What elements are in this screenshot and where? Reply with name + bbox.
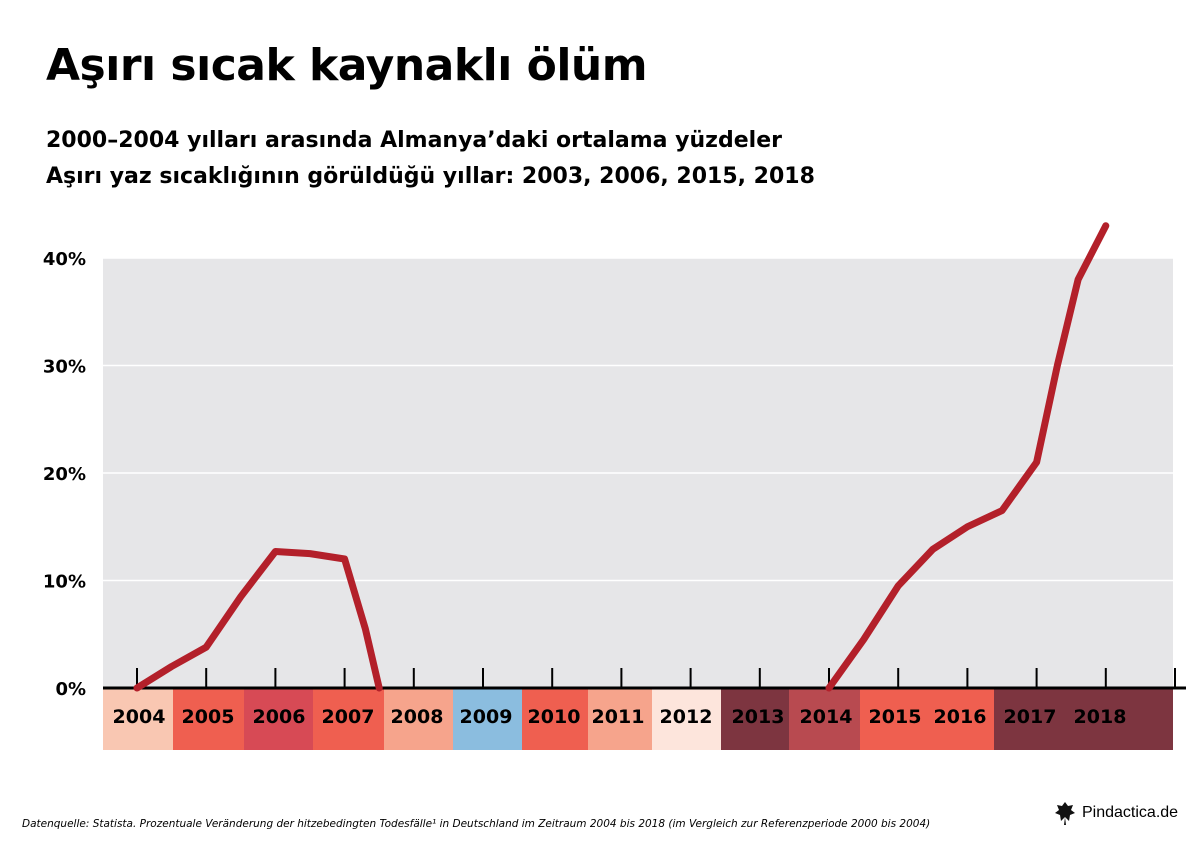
year-band-2014 (789, 688, 860, 750)
y-tick-label: 40% (43, 249, 86, 270)
year-band-2008 (384, 688, 453, 750)
x-tick-label: 2014 (800, 706, 853, 728)
x-tick-label: 2009 (460, 706, 513, 728)
year-band-2016 (930, 688, 994, 750)
x-tick-label: 2018 (1074, 706, 1127, 728)
x-tick-label: 2006 (253, 706, 306, 728)
y-tick-label: 30% (43, 357, 86, 378)
x-tick-label: 2005 (182, 706, 235, 728)
year-band-2009 (453, 688, 522, 750)
series-line-2004-2008 (133, 547, 383, 692)
year-band-2007 (313, 688, 384, 750)
x-tick-label: 2012 (660, 706, 713, 728)
x-tick-label: 2008 (391, 706, 444, 728)
pindactica-logo-icon (1055, 802, 1075, 825)
x-tick-label: 2004 (113, 706, 166, 728)
y-tick-label: 10% (43, 572, 86, 593)
line-chart: 0% 10% 20% 30% 40% 2004 2005 2006 2007 2008 2009 20… (43, 222, 1186, 750)
x-tick-label: 2007 (322, 706, 375, 728)
year-band-2005 (173, 688, 244, 750)
x-tick-label: 2013 (732, 706, 785, 728)
chart-subtitle-heat-years: Aşırı yaz sıcaklığının görüldüğü yıllar:… (46, 164, 815, 189)
chart-title: Aşırı sıcak kaynaklı ölüm (46, 40, 648, 91)
year-band-2013 (721, 688, 789, 750)
data-source-note: Datenquelle: Statista. Prozentuale Verän… (22, 818, 931, 830)
x-tick-label: 2015 (869, 706, 922, 728)
chart-subtitle: 2000–2004 yılları arasında Almanya’daki … (46, 128, 782, 153)
year-band-2010 (522, 688, 588, 750)
year-band-2017 (994, 688, 1063, 750)
brand-name: Pindactica.de (1082, 804, 1179, 821)
x-tick-label: 2011 (592, 706, 645, 728)
y-tick-label: 0% (55, 679, 86, 700)
series-line-2014-2018 (825, 222, 1110, 692)
year-band-2004 (103, 688, 173, 750)
x-tick-label: 2016 (934, 706, 987, 728)
year-band-2006 (244, 688, 313, 750)
y-tick-label: 20% (43, 464, 86, 485)
year-band-2018 (1063, 688, 1173, 750)
year-band-2011 (588, 688, 652, 750)
year-band-2015 (860, 688, 930, 750)
year-band-2012 (652, 688, 721, 750)
x-tick-label: 2010 (528, 706, 581, 728)
x-tick-label: 2017 (1004, 706, 1057, 728)
brand[interactable]: Pindactica.de (1054, 800, 1178, 826)
